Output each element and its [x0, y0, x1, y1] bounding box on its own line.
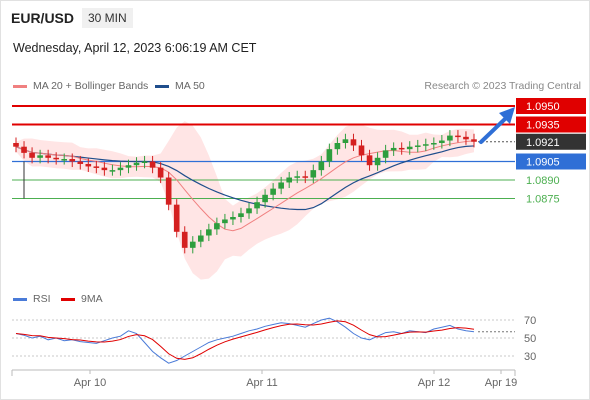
candle-body: [109, 170, 116, 172]
candle-body: [214, 223, 220, 230]
legend-ma9-label: 9MA: [81, 293, 103, 305]
ma50-swatch-icon: [155, 84, 169, 88]
level-label-1.0905: 1.0905: [526, 157, 560, 169]
legend-ma20: MA 20 + Bollinger Bands: [13, 80, 148, 92]
candle-body: [310, 170, 317, 178]
candle-body: [366, 155, 373, 166]
rsi-ma-line: [15, 320, 475, 360]
candle-body: [141, 161, 148, 163]
candle-body: [463, 136, 469, 140]
candle-body: [101, 167, 108, 171]
candle-body: [334, 143, 341, 150]
candle-body: [125, 165, 132, 168]
candle-body: [230, 217, 236, 220]
ma20-line: [15, 140, 475, 232]
candle-body: [302, 176, 309, 178]
rsi-tick-label: 70: [524, 315, 536, 327]
level-label-1.0921: 1.0921: [526, 137, 560, 149]
legend-ma9: 9MA: [61, 293, 103, 305]
candle-body: [439, 140, 445, 143]
candle-body: [149, 161, 156, 168]
candle-body: [406, 146, 413, 150]
candle-body: [93, 166, 100, 168]
candle-body: [455, 135, 461, 138]
candle-body: [422, 144, 429, 146]
x-tick-label: Apr 11: [246, 377, 278, 389]
rsi-line: [15, 317, 475, 364]
candle-body: [157, 167, 164, 178]
candle-body: [222, 219, 228, 224]
candle-body: [117, 167, 124, 171]
legend-ma50: MA 50: [155, 80, 205, 92]
candle-body: [246, 208, 252, 214]
credit-text: Research © 2023 Trading Central: [424, 80, 581, 92]
candle-body: [414, 145, 421, 147]
candle-body: [21, 146, 27, 153]
rsi-swatch-icon: [13, 297, 27, 301]
chart-datetime: Wednesday, April 12, 2023 6:06:19 AM CET: [13, 41, 257, 55]
timeframe-badge[interactable]: 30 MIN: [82, 8, 133, 28]
forecast-arrow-icon: [479, 116, 508, 144]
rsi-tick-label: 50: [524, 333, 536, 345]
symbol-title: EUR/USD: [11, 10, 75, 26]
candle-body: [471, 139, 477, 142]
candle-body: [13, 143, 19, 147]
candle-body: [294, 176, 301, 178]
ma9-swatch-icon: [61, 297, 75, 301]
level-box-1.0905: [516, 153, 586, 170]
candle-body: [37, 155, 43, 158]
candle-body: [85, 163, 92, 167]
legend-ma20-label: MA 20 + Bollinger Bands: [33, 80, 149, 92]
candle-body: [286, 177, 293, 183]
candle-body: [181, 231, 188, 248]
candle-body: [382, 150, 389, 158]
level-label-1.0935: 1.0935: [526, 120, 560, 132]
x-tick-label: Apr 19: [485, 377, 517, 389]
candle-body: [173, 204, 180, 232]
bollinger-band: [16, 121, 474, 280]
x-tick-label: Apr 12: [418, 377, 450, 389]
ma50-line: [15, 145, 475, 211]
candle-body: [447, 135, 453, 141]
candle-body: [342, 139, 349, 143]
candle-body: [238, 213, 244, 217]
candle-body: [206, 229, 212, 236]
rsi-tick-label: 30: [524, 351, 536, 363]
candle-body: [326, 149, 333, 162]
level-label-1.0875: 1.0875: [526, 194, 560, 206]
candle-body: [398, 147, 405, 150]
candle-body: [350, 139, 357, 146]
ma20-swatch-icon: [13, 84, 27, 88]
candle-body: [29, 152, 35, 158]
candle-body: [270, 188, 276, 195]
candle-body: [53, 157, 59, 160]
candle-body: [197, 235, 204, 242]
legend-ma50-label: MA 50: [175, 80, 205, 92]
candle-body: [374, 157, 381, 166]
candle-body: [61, 159, 68, 161]
candle-body: [278, 182, 284, 189]
candle-body: [77, 161, 84, 164]
x-tick-label: Apr 10: [74, 377, 106, 389]
candle-body: [45, 155, 51, 158]
forecast-arrowhead-icon: [499, 107, 515, 124]
candle-body: [262, 194, 268, 203]
candle-body: [69, 159, 76, 162]
level-label-1.0950: 1.0950: [526, 101, 560, 113]
level-label-1.0890: 1.0890: [526, 175, 560, 187]
level-box-1.0935: [516, 116, 586, 133]
candle-body: [390, 147, 397, 151]
candle-body: [165, 177, 172, 205]
candle-body: [189, 241, 196, 248]
level-box-1.0950: [516, 98, 586, 114]
level-box-1.0921: [516, 133, 586, 150]
candle-body: [254, 202, 260, 209]
candle-body: [133, 162, 140, 166]
candle-body: [431, 143, 437, 145]
legend-rsi-label: RSI: [33, 293, 51, 305]
candle-body: [358, 145, 365, 156]
candle-body: [318, 161, 325, 171]
legend-rsi: RSI: [13, 293, 51, 305]
